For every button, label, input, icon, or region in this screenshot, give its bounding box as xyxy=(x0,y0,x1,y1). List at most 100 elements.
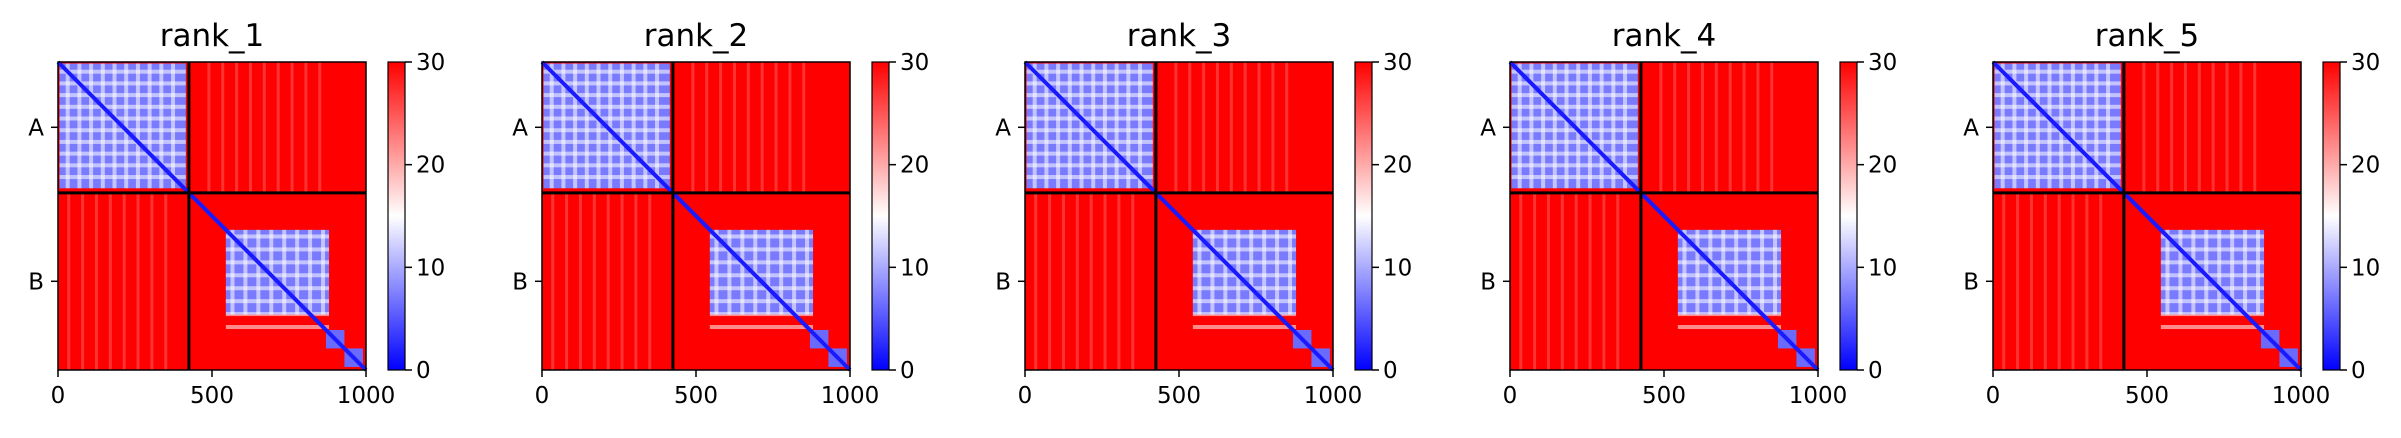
chain-b-band xyxy=(1249,229,1254,315)
chain-a-band xyxy=(1587,63,1592,189)
x-tick-label: 1000 xyxy=(337,383,396,409)
x-tick-label: 500 xyxy=(2125,383,2169,409)
offdiag-stripe xyxy=(2156,62,2160,193)
chain-b-band xyxy=(1747,229,1752,315)
offdiag-stripe xyxy=(648,192,652,370)
chain-a-band xyxy=(1026,69,1153,74)
chain-a-band xyxy=(1079,63,1084,189)
offdiag-stripe xyxy=(1257,62,1261,193)
offdiag-stripe xyxy=(2002,192,2006,370)
chain-a-band xyxy=(1026,81,1153,86)
panel-title: rank_4 xyxy=(1612,18,1717,54)
offdiag-stripe xyxy=(1700,62,1704,193)
chain-a-band xyxy=(619,63,624,189)
colorbar-tick-label: 0 xyxy=(900,358,915,384)
x-tick-label: 500 xyxy=(190,383,234,409)
offdiag-stripe xyxy=(1533,192,1537,370)
colorbar-tick-label: 30 xyxy=(416,50,445,76)
chain-b-band xyxy=(1192,325,1297,330)
chain-b-band xyxy=(1734,229,1739,315)
chain-b-band xyxy=(1682,229,1687,315)
offdiag-stripe xyxy=(235,62,239,193)
offdiag-stripe xyxy=(1117,192,1121,370)
colorbar-tick-label: 0 xyxy=(2351,358,2366,384)
x-tick-label: 0 xyxy=(1503,383,1518,409)
offdiag-stripe xyxy=(94,192,98,370)
chain-a-band xyxy=(573,63,578,189)
chain-a-band xyxy=(59,116,186,121)
x-tick-label: 500 xyxy=(674,383,718,409)
chain-a-band xyxy=(1611,63,1616,189)
x-tick-label: 0 xyxy=(535,383,550,409)
offdiag-stripe xyxy=(1560,192,1564,370)
chain-a-band xyxy=(1102,63,1107,189)
chain-a-band xyxy=(1026,139,1153,144)
chain-a-band xyxy=(543,116,670,121)
chain-b-band xyxy=(1197,229,1202,315)
chain-b-band xyxy=(740,229,745,315)
chain-a-band xyxy=(1026,116,1153,121)
y-tick-label: A xyxy=(1963,115,1979,141)
chain-a-band xyxy=(608,63,613,189)
offdiag-stripe xyxy=(207,62,211,193)
chain-b-band xyxy=(709,260,814,265)
chain-a-band xyxy=(543,69,670,74)
panel-title: rank_3 xyxy=(1127,18,1232,54)
colorbar-tick-label: 10 xyxy=(900,255,929,281)
colorbar xyxy=(1839,61,1858,371)
y-tick-label: B xyxy=(1963,269,1979,295)
panel-title: rank_2 xyxy=(644,18,749,54)
offdiag-stripe xyxy=(67,192,71,370)
offdiag-stripe xyxy=(592,192,596,370)
y-tick-label: B xyxy=(512,269,528,295)
offdiag-stripe xyxy=(164,192,168,370)
colorbar xyxy=(871,61,890,371)
chain-a-band xyxy=(1511,104,1638,109)
chain-a-band xyxy=(1511,163,1638,168)
chain-a-band xyxy=(543,175,670,180)
diagonal-line xyxy=(1991,60,2303,372)
chain-a-band xyxy=(543,139,670,144)
chain-b-band xyxy=(1192,286,1297,291)
offdiag-stripe xyxy=(719,62,723,193)
chain-a-band xyxy=(1026,93,1153,98)
diagonal-line xyxy=(540,60,852,372)
chain-b-band xyxy=(1677,299,1782,304)
chain-a-band xyxy=(543,81,670,86)
chain-a-band xyxy=(596,63,601,189)
offdiag-stripe xyxy=(136,192,140,370)
offdiag-stripe xyxy=(1089,192,1093,370)
chain-b-band xyxy=(1210,229,1215,315)
chain-b-band xyxy=(295,229,300,315)
chain-a-band xyxy=(1994,139,2121,144)
offdiag-stripe xyxy=(774,62,778,193)
chain-b-band xyxy=(225,286,330,291)
chain-b-band xyxy=(714,229,719,315)
chain-b-band xyxy=(1677,260,1782,265)
offdiag-stripe xyxy=(221,62,225,193)
offdiag-stripe xyxy=(578,192,582,370)
chain-a-band xyxy=(1552,63,1557,189)
chain-b-band xyxy=(2160,260,2265,265)
chain-a-band xyxy=(59,151,186,156)
chain-b-band xyxy=(225,299,330,304)
offdiag-stripe xyxy=(1174,62,1178,193)
chain-a-band xyxy=(59,104,186,109)
chain-a-band xyxy=(1044,63,1049,189)
offdiag-stripe xyxy=(318,62,322,193)
offdiag-stripe xyxy=(1574,192,1578,370)
offdiag-stripe xyxy=(304,62,308,193)
chain-a-band xyxy=(1511,116,1638,121)
heatmap-panel-5: rank_5 A B 0 500 1000 0 10 20 30 xyxy=(1963,18,2380,409)
offdiag-stripe xyxy=(1271,62,1275,193)
chain-a-band xyxy=(1541,63,1546,189)
chain-b-band xyxy=(2230,229,2235,315)
chain-b-band xyxy=(1677,286,1782,291)
chain-a-band xyxy=(543,163,670,168)
offdiag-stripe xyxy=(1285,62,1289,193)
offdiag-stripe xyxy=(2170,62,2174,193)
colorbar-tick-label: 20 xyxy=(1383,153,1412,179)
chain-a-band xyxy=(77,63,82,189)
colorbar-tick-label: 0 xyxy=(416,358,431,384)
